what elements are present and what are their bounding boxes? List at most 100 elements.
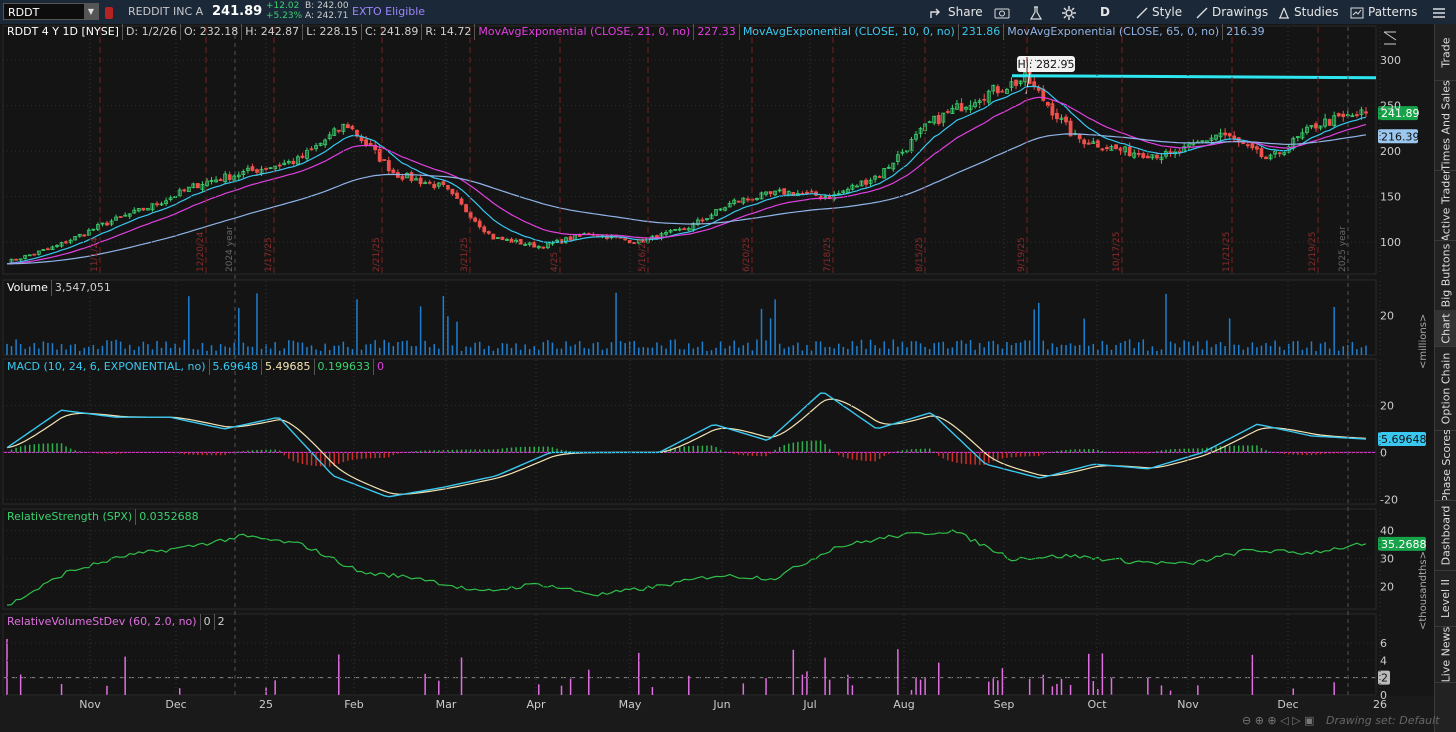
candle-body <box>118 216 123 218</box>
candle-body <box>141 207 146 211</box>
candle-body <box>86 229 91 236</box>
candle-body <box>1227 133 1232 137</box>
date-tick-label: 26 <box>1373 698 1387 711</box>
chart-canvas[interactable]: Hi: 282.95 241.89 216.39 5.69648 35.2688 2… <box>0 24 1434 732</box>
tab-active-trader[interactable]: Active Trader <box>1435 170 1456 241</box>
candle-body <box>882 168 887 179</box>
tab-trade[interactable]: Trade <box>1435 24 1456 81</box>
rs-pane-bg <box>2 508 1377 610</box>
candle-body <box>445 185 450 190</box>
tab-dashboard[interactable]: Dashboard <box>1435 500 1456 571</box>
candle-body <box>477 220 482 228</box>
candle-body <box>327 134 332 139</box>
menu-button[interactable] <box>1432 0 1450 24</box>
candle-body <box>241 171 246 175</box>
symbol-input[interactable]: RDDT ▼ <box>3 3 99 20</box>
date-tick-label: Nov <box>1177 698 1199 711</box>
patterns-button[interactable]: Patterns <box>1350 0 1417 24</box>
flask-button[interactable] <box>1029 0 1046 24</box>
candle-body <box>127 213 132 217</box>
candle-body <box>482 226 487 233</box>
right-sidebar-tabs: Trade Times And Sales Active Trader Big But… <box>1434 24 1456 732</box>
date-tick-label: Mar <box>436 698 457 711</box>
candle-body <box>964 106 968 110</box>
candle-body <box>500 236 505 240</box>
candle-body <box>1241 141 1246 145</box>
rvs-tick-label: 4 <box>1380 654 1387 667</box>
candle-body <box>400 176 405 180</box>
style-button[interactable]: Style <box>1136 0 1182 24</box>
alert-icon[interactable] <box>104 5 114 19</box>
tab-phase-scores[interactable]: Phase Scores <box>1435 430 1456 501</box>
tab-level-ii[interactable]: Level II <box>1435 570 1456 627</box>
last-price-tag-label: 241.89 <box>1381 107 1420 120</box>
year-label: 2025 year <box>1338 226 1348 272</box>
date-tick-label: Apr <box>526 698 546 711</box>
tab-option-chain[interactable]: Option Chain <box>1435 346 1456 431</box>
candle-body <box>1141 153 1146 158</box>
date-tick-label: 25 <box>259 698 273 711</box>
candle-body <box>318 142 323 146</box>
macd-value: 5.69648 <box>210 359 263 375</box>
candle-body <box>50 246 55 251</box>
candle-body <box>1314 123 1318 129</box>
candle-body <box>164 200 168 204</box>
macd-tick-label: 0 <box>1380 446 1387 459</box>
candle-body <box>1264 156 1268 160</box>
rvs-v1: 0 <box>201 614 215 630</box>
drawings-button[interactable]: Drawings <box>1196 0 1268 24</box>
tab-times-and-sales[interactable]: Times And Sales <box>1435 80 1456 171</box>
date-tick-label: Feb <box>344 698 363 711</box>
candle-body <box>114 216 118 221</box>
candle-body <box>700 219 705 222</box>
candle-body <box>418 177 423 185</box>
tab-big-buttons[interactable]: Big Buttons <box>1435 240 1456 311</box>
share-button[interactable]: Share <box>930 0 983 24</box>
candle-body <box>314 145 318 150</box>
candle-body <box>386 160 391 172</box>
candle-body <box>432 183 437 188</box>
symbol-dropdown-icon[interactable]: ▼ <box>84 4 98 19</box>
studies-button[interactable]: Studies <box>1278 0 1339 24</box>
candle-body <box>545 242 550 249</box>
candle-body <box>96 224 100 230</box>
bottom-tool-icons[interactable]: ⊖ ⊕ ⊕ ◁ ▷ ▣ <box>1242 714 1314 730</box>
tab-chart[interactable]: Chart <box>1435 310 1456 347</box>
gear-icon <box>1062 5 1076 20</box>
candle-body <box>232 175 237 181</box>
price-tick-label: 250 <box>1380 100 1401 113</box>
style-label: Style <box>1152 5 1183 19</box>
candle-body <box>377 149 382 162</box>
camera-icon <box>994 8 1010 18</box>
date-tick-label: Sep <box>994 698 1015 711</box>
candle-body <box>236 174 241 178</box>
zoom-out-icon[interactable]: ⊖ ⊕ ⊕ ◁ ▷ ▣ <box>1242 714 1315 727</box>
drawing-set-label[interactable]: Drawing set: Default <box>1326 714 1440 727</box>
candle-body <box>1355 114 1359 117</box>
settings-button[interactable] <box>1062 0 1080 24</box>
ema65-tag-label: 216.39 <box>1381 130 1420 143</box>
candle-body <box>632 242 637 244</box>
snapshot-button[interactable] <box>994 0 1014 24</box>
candle-body <box>1082 139 1087 145</box>
date-tick-label: Dec <box>165 698 186 711</box>
candle-body <box>845 188 850 193</box>
aggregation-button[interactable]: D <box>1100 5 1110 19</box>
candle-body <box>1277 152 1282 155</box>
candle-body <box>464 204 468 213</box>
tab-live-news[interactable]: Live News <box>1435 626 1456 683</box>
pct-change: +5.23% <box>266 11 303 21</box>
macd-diff: 0.199633 <box>315 359 375 375</box>
macd-pane-bg <box>2 358 1377 505</box>
candle-body <box>341 123 346 132</box>
candle-body <box>927 121 932 124</box>
candle-body <box>177 189 182 197</box>
price-pane-bg <box>2 25 1377 275</box>
candle-body <box>736 200 741 203</box>
candle-body <box>1050 103 1055 116</box>
candle-body <box>159 203 164 206</box>
share-icon <box>930 8 940 18</box>
event-date-label: 3/21/25 <box>460 237 470 272</box>
candle-body <box>200 184 205 190</box>
volume-value: 3,547,051 <box>54 281 111 294</box>
